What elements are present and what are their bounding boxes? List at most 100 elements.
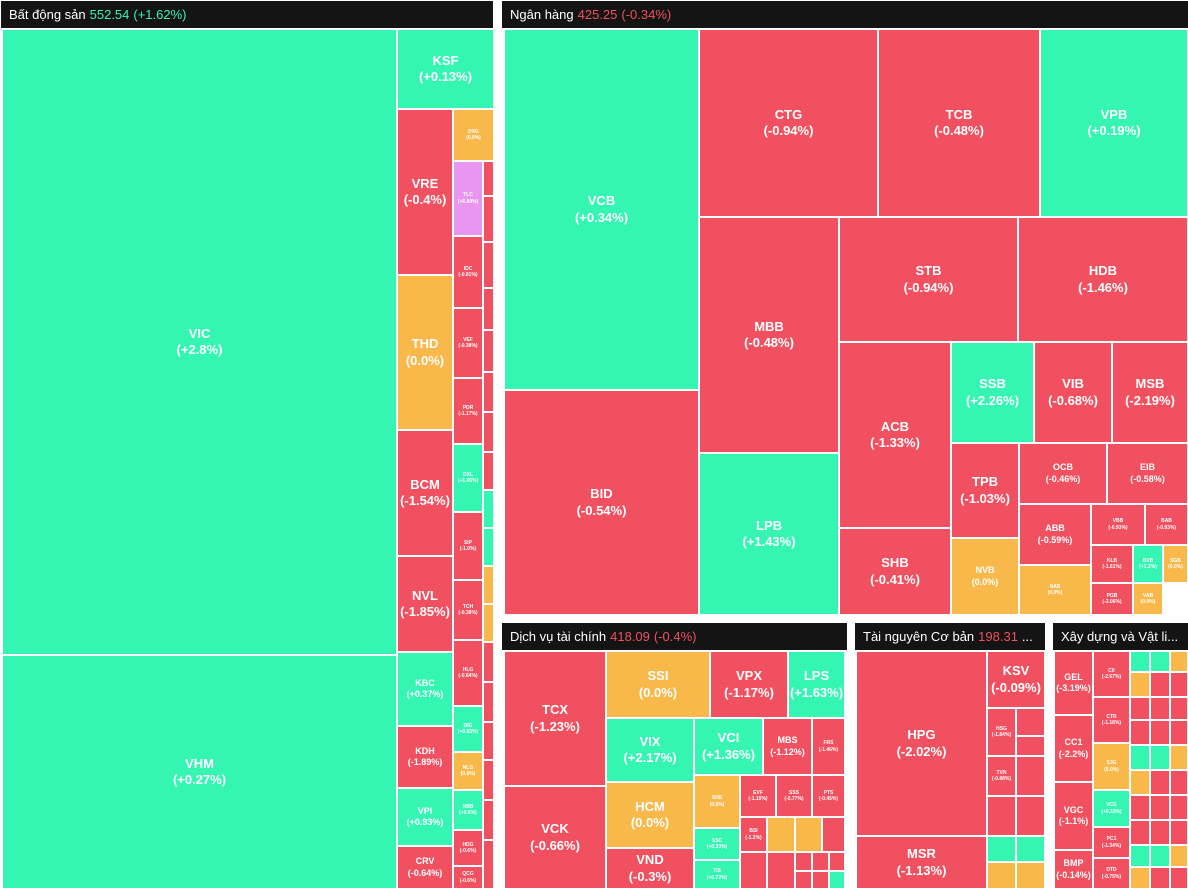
minor-stock-tile[interactable] — [795, 871, 812, 889]
minor-stock-tile[interactable] — [1150, 795, 1170, 820]
minor-stock-tile[interactable] — [1170, 770, 1188, 795]
minor-stock-tile[interactable] — [829, 852, 845, 871]
minor-stock-tile[interactable] — [1130, 845, 1150, 867]
stock-tile-nvb[interactable]: NVB (0.0%) — [951, 538, 1019, 615]
minor-stock-tile[interactable] — [1170, 845, 1188, 867]
stock-tile-bvb[interactable]: BVB (+1.3%) — [1133, 545, 1163, 583]
stock-tile-tpb[interactable]: TPB (-1.03%) — [951, 443, 1019, 538]
stock-tile-vck[interactable]: VCK (-0.66%) — [504, 786, 606, 889]
stock-tile-tcb[interactable]: TCB (-0.48%) — [878, 29, 1040, 217]
minor-stock-tile[interactable] — [483, 642, 493, 682]
minor-stock-tile[interactable] — [812, 852, 829, 871]
stock-tile-thd[interactable]: THD (0.0%) — [397, 275, 453, 430]
stock-tile-vpb[interactable]: VPB (+0.19%) — [1040, 29, 1188, 217]
minor-stock-tile[interactable] — [812, 871, 829, 889]
minor-stock-tile[interactable] — [483, 760, 493, 800]
minor-stock-tile[interactable] — [767, 852, 795, 889]
minor-stock-tile[interactable] — [1016, 862, 1045, 889]
minor-stock-tile[interactable] — [1170, 697, 1188, 720]
stock-tile-nbb[interactable]: NBB (+0.6%) — [453, 790, 483, 830]
minor-stock-tile[interactable] — [1130, 770, 1150, 795]
minor-stock-tile[interactable] — [1130, 672, 1150, 697]
minor-stock-tile[interactable] — [483, 242, 493, 288]
minor-stock-tile[interactable] — [1170, 867, 1188, 889]
minor-stock-tile[interactable] — [1150, 697, 1170, 720]
stock-tile-nvl[interactable]: NVL (-1.85%) — [397, 556, 453, 652]
stock-tile-vbb[interactable]: VBB (-0.93%) — [1091, 504, 1145, 545]
minor-stock-tile[interactable] — [1170, 651, 1188, 672]
stock-tile-pts[interactable]: PTS (-0.45%) — [812, 775, 845, 817]
minor-stock-tile[interactable] — [795, 817, 822, 852]
minor-stock-tile[interactable] — [483, 196, 493, 242]
minor-stock-tile[interactable] — [483, 840, 493, 889]
stock-tile-shb[interactable]: SHB (-0.41%) — [839, 528, 951, 615]
minor-stock-tile[interactable] — [483, 161, 493, 196]
stock-tile-ksf[interactable]: KSF (+0.13%) — [397, 29, 493, 109]
minor-stock-tile[interactable] — [1150, 770, 1170, 795]
minor-stock-tile[interactable] — [483, 682, 493, 722]
stock-tile-gel[interactable]: GEL (-3.19%) — [1054, 651, 1093, 715]
sector-header[interactable]: Bất động sản 552.54 (+1.62%) — [1, 1, 493, 28]
minor-stock-tile[interactable] — [767, 817, 795, 852]
minor-stock-tile[interactable] — [1016, 736, 1045, 756]
stock-tile-cii[interactable]: CII (-2.67%) — [1093, 651, 1130, 697]
stock-tile-msr[interactable]: MSR (-1.13%) — [856, 836, 987, 889]
minor-stock-tile[interactable] — [740, 852, 767, 889]
minor-stock-tile[interactable] — [483, 372, 493, 412]
stock-tile-hcm[interactable]: HCM (0.0%) — [606, 782, 694, 848]
stock-tile-bab[interactable]: BAB (-0.93%) — [1145, 504, 1188, 545]
minor-stock-tile[interactable] — [1130, 720, 1150, 745]
stock-tile-vix[interactable]: VIX (+2.17%) — [606, 718, 694, 782]
minor-stock-tile[interactable] — [822, 817, 845, 852]
stock-tile-qcg[interactable]: QCG (-0.6%) — [453, 866, 483, 889]
minor-stock-tile[interactable] — [1016, 836, 1045, 862]
stock-tile-vcb[interactable]: VCB (+0.34%) — [504, 29, 699, 390]
minor-stock-tile[interactable] — [1150, 720, 1170, 745]
stock-tile-sip[interactable]: SIP (-1.0%) — [453, 512, 483, 580]
stock-tile-lpb[interactable]: LPB (+1.43%) — [699, 453, 839, 615]
stock-tile-kbc[interactable]: KBC (+0.37%) — [397, 652, 453, 726]
sector-header[interactable]: Dịch vụ tài chính 418.09 (-0.4%) — [502, 623, 847, 650]
minor-stock-tile[interactable] — [1130, 651, 1150, 672]
stock-tile-frs[interactable]: FRS (-1.46%) — [812, 718, 845, 775]
minor-stock-tile[interactable] — [1130, 820, 1150, 845]
stock-tile-dxg[interactable]: DXG (0.0%) — [453, 109, 493, 161]
stock-tile-pc1[interactable]: PC1 (-1.34%) — [1093, 827, 1130, 858]
stock-tile-ssi[interactable]: SSI (0.0%) — [606, 651, 710, 718]
minor-stock-tile[interactable] — [1150, 845, 1170, 867]
stock-tile-vab[interactable]: VAB (0.0%) — [1133, 583, 1163, 615]
stock-tile-ssb[interactable]: SSB (+2.26%) — [951, 342, 1034, 443]
stock-tile-shs[interactable]: SHS (0.0%) — [694, 775, 740, 828]
minor-stock-tile[interactable] — [483, 566, 493, 604]
minor-stock-tile[interactable] — [1130, 795, 1150, 820]
stock-tile-pgb[interactable]: PGB (-3.06%) — [1091, 583, 1133, 615]
minor-stock-tile[interactable] — [1150, 820, 1170, 845]
stock-tile-msb[interactable]: MSB (-2.19%) — [1112, 342, 1188, 443]
stock-tile-vgc[interactable]: VGC (-1.1%) — [1054, 782, 1093, 850]
minor-stock-tile[interactable] — [483, 528, 493, 566]
minor-stock-tile[interactable] — [1150, 745, 1170, 770]
stock-tile-tis[interactable]: TIS (+0.72%) — [694, 860, 740, 889]
minor-stock-tile[interactable] — [483, 490, 493, 528]
stock-tile-hdg[interactable]: HDG (-0.6%) — [453, 830, 483, 866]
stock-tile-vpi[interactable]: VPI (+0.93%) — [397, 788, 453, 846]
minor-stock-tile[interactable] — [1016, 756, 1045, 796]
minor-stock-tile[interactable] — [1150, 672, 1170, 697]
stock-tile-eib[interactable]: EIB (-0.58%) — [1107, 443, 1188, 504]
minor-stock-tile[interactable] — [829, 871, 845, 889]
stock-tile-ctg[interactable]: CTG (-0.94%) — [699, 29, 878, 217]
stock-tile-hdb[interactable]: HDB (-1.46%) — [1018, 217, 1188, 342]
stock-tile-lps[interactable]: LPS (+1.63%) — [788, 651, 845, 718]
sector-header[interactable]: Xây dựng và Vật li... — [1053, 623, 1188, 650]
minor-stock-tile[interactable] — [795, 852, 812, 871]
stock-tile-hlg[interactable]: HLG (-0.64%) — [453, 640, 483, 706]
minor-stock-tile[interactable] — [1016, 796, 1045, 836]
stock-tile-nlg[interactable]: NLG (0.0%) — [453, 752, 483, 790]
stock-tile-bmp[interactable]: BMP (-0.14%) — [1054, 850, 1093, 889]
stock-tile-evf[interactable]: EVF (-1.19%) — [740, 775, 776, 817]
minor-stock-tile[interactable] — [483, 330, 493, 372]
minor-stock-tile[interactable] — [1150, 867, 1170, 889]
stock-tile-tvn[interactable]: TVN (-0.88%) — [987, 756, 1016, 796]
stock-tile-stb[interactable]: STB (-0.94%) — [839, 217, 1018, 342]
minor-stock-tile[interactable] — [1170, 795, 1188, 820]
